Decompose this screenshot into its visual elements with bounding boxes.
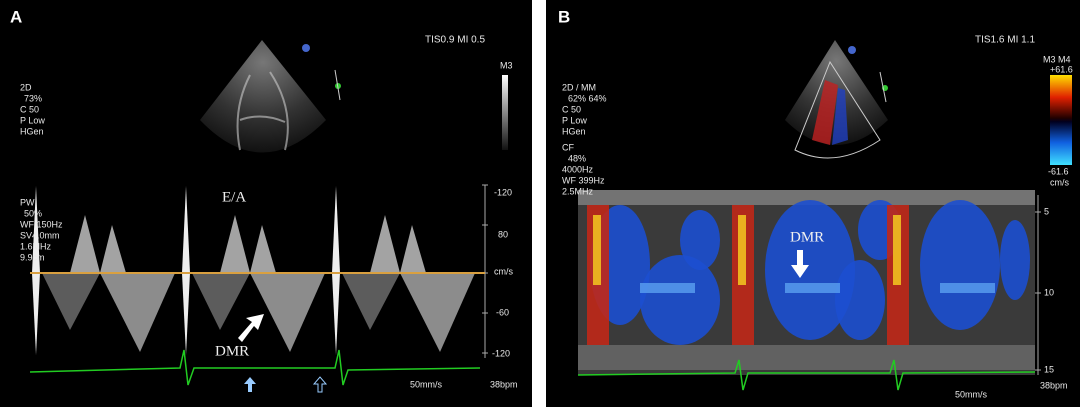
depth-label: 15 (1044, 364, 1054, 374)
velocity-unit: cm/s (1050, 177, 1069, 187)
spectrum-lower (100, 273, 175, 352)
regurgitant-jet (785, 283, 840, 293)
annotation: E/A (222, 189, 246, 205)
param: 2.5MHz (562, 186, 594, 196)
color-flow-blue (1000, 220, 1030, 300)
sweep-speed: 50mm/s (410, 379, 443, 389)
param: C 50 (20, 104, 39, 114)
param: WF 399Hz (562, 175, 605, 185)
color-bar (1050, 75, 1072, 165)
spectrum-upper (220, 215, 276, 273)
spectrum-lower (250, 273, 325, 352)
scale-label: -120 (492, 348, 510, 358)
color-flow-yellow (738, 215, 746, 285)
sweep-speed: 50mm/s (955, 389, 988, 399)
spectrum-lower (192, 273, 250, 330)
probe-icon (302, 44, 310, 52)
spectrum-spike (32, 186, 40, 355)
regurgitant-jet (940, 283, 995, 293)
marker-arrow (312, 376, 328, 393)
param: WF 150Hz (20, 219, 63, 229)
grayscale-bar (502, 75, 508, 150)
color-flow (812, 80, 838, 145)
depth-label: 10 (1044, 287, 1054, 297)
probe-icon (848, 46, 856, 54)
arrow-label: DMR (790, 229, 824, 245)
param: 9.9cm (20, 252, 45, 262)
param: 73% (24, 93, 42, 103)
scale-label: cm/s (494, 266, 513, 276)
scale-label: -120 (494, 187, 512, 197)
param: 2D (20, 82, 32, 92)
heart-outline (236, 71, 289, 151)
heart-rate: 38bpm (490, 379, 518, 389)
color-flow-blue (765, 200, 855, 340)
image-content (29, 40, 1072, 393)
color-box (794, 60, 881, 159)
param: PW (20, 197, 35, 207)
color-flow-blue (640, 255, 720, 345)
marker-arrow (244, 377, 256, 392)
param: CF (562, 142, 574, 152)
arrow (791, 250, 809, 278)
regurgitant-jet (640, 283, 695, 293)
color-flow (832, 88, 848, 145)
param: 62% 64% (568, 93, 607, 103)
mmode-top (578, 190, 1035, 205)
spectrum-upper (70, 215, 126, 273)
ecg-trace (577, 359, 1036, 391)
sector-image (200, 40, 326, 153)
map-label: M3 (500, 60, 513, 70)
spectrum-upper (370, 215, 426, 273)
panel-label: B (558, 7, 570, 26)
heart-rate: 38bpm (1040, 380, 1068, 390)
spectrum-spike (182, 186, 190, 355)
param: 1.6MHz (20, 241, 52, 251)
color-flow-blue (920, 200, 1000, 330)
settings: TIS0.9 MI 0.5 (425, 35, 485, 46)
param: 50% (24, 208, 42, 218)
param: HGen (562, 126, 586, 136)
mmode-bottom (578, 345, 1035, 370)
velocity-max: +61.6 (1050, 64, 1073, 74)
color-flow-blue (835, 260, 885, 340)
color-flow-blue (680, 210, 720, 270)
param: 2D / MM (562, 82, 596, 92)
color-flow-yellow (893, 215, 901, 285)
color-flow-yellow (593, 215, 601, 285)
param: 48% (568, 153, 586, 163)
arrow (238, 314, 264, 342)
spectrum-lower (400, 273, 475, 352)
param: 4000Hz (562, 164, 594, 174)
orientation-line (879, 71, 887, 103)
velocity-min: -61.6 (1048, 166, 1069, 176)
depth-label: 5 (1044, 206, 1049, 216)
param: SV4.0mm (20, 230, 60, 240)
param: C 50 (562, 104, 581, 114)
spectrum-spike (332, 186, 340, 355)
ecg-trace (29, 349, 481, 386)
orientation-line (334, 69, 341, 101)
spectrum-lower (42, 273, 100, 330)
param: P Low (20, 115, 45, 125)
spectrum-lower (342, 273, 400, 330)
panel-label: A (10, 7, 22, 26)
param: P Low (562, 115, 587, 125)
scale-label: -60 (496, 307, 509, 317)
settings: TIS1.6 MI 1.1 (975, 35, 1035, 46)
scale-label: 80 (498, 229, 508, 239)
map-label: M3 M4 (1043, 54, 1071, 64)
param: HGen (20, 126, 44, 136)
arrow-label: DMR (215, 343, 249, 359)
